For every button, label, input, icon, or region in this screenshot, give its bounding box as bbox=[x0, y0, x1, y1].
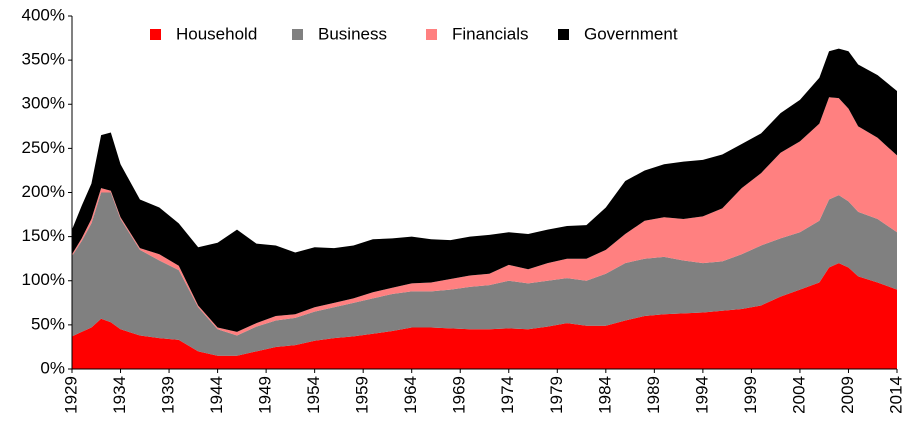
legend-label: Household bbox=[176, 24, 257, 43]
area bbox=[72, 192, 897, 356]
y-tick-label: 50% bbox=[31, 314, 65, 333]
y-tick-label: 0% bbox=[40, 358, 65, 377]
x-tick-label: 1979 bbox=[547, 376, 566, 414]
y-tick-label: 250% bbox=[22, 138, 65, 157]
x-tick-label: 2014 bbox=[886, 376, 905, 414]
x-tick-label: 1934 bbox=[110, 376, 129, 414]
legend-label: Financials bbox=[452, 24, 529, 43]
x-tick-label: 2009 bbox=[838, 376, 857, 414]
x-tick-label: 1954 bbox=[304, 376, 323, 414]
legend-label: Government bbox=[584, 24, 678, 43]
x-tick-label: 1969 bbox=[450, 376, 469, 414]
area bbox=[72, 48, 897, 332]
x-tick-label: 1944 bbox=[207, 376, 226, 414]
y-tick-label: 350% bbox=[22, 50, 65, 69]
legend-swatch bbox=[558, 29, 569, 40]
legend-swatch bbox=[426, 29, 437, 40]
x-tick-label: 1939 bbox=[159, 376, 178, 414]
x-tick-label: 1984 bbox=[595, 376, 614, 414]
y-tick-label: 100% bbox=[22, 270, 65, 289]
x-tick-label: 1994 bbox=[692, 376, 711, 414]
x-tick-label: 1949 bbox=[256, 376, 275, 414]
x-tick-label: 2004 bbox=[789, 376, 808, 414]
legend-swatch bbox=[292, 29, 303, 40]
legend-label: Business bbox=[318, 24, 387, 43]
area bbox=[72, 97, 897, 336]
y-tick-label: 150% bbox=[22, 226, 65, 245]
x-tick-label: 1974 bbox=[498, 376, 517, 414]
x-tick-label: 1989 bbox=[644, 376, 663, 414]
x-tick-label: 1999 bbox=[741, 376, 760, 414]
y-tick-label: 200% bbox=[22, 182, 65, 201]
legend-swatch bbox=[150, 29, 161, 40]
y-tick-label: 400% bbox=[22, 5, 65, 24]
x-tick-label: 1929 bbox=[61, 376, 80, 414]
area bbox=[72, 263, 897, 369]
x-tick-label: 1964 bbox=[401, 376, 420, 414]
x-tick-label: 1959 bbox=[353, 376, 372, 414]
y-tick-label: 300% bbox=[22, 94, 65, 113]
